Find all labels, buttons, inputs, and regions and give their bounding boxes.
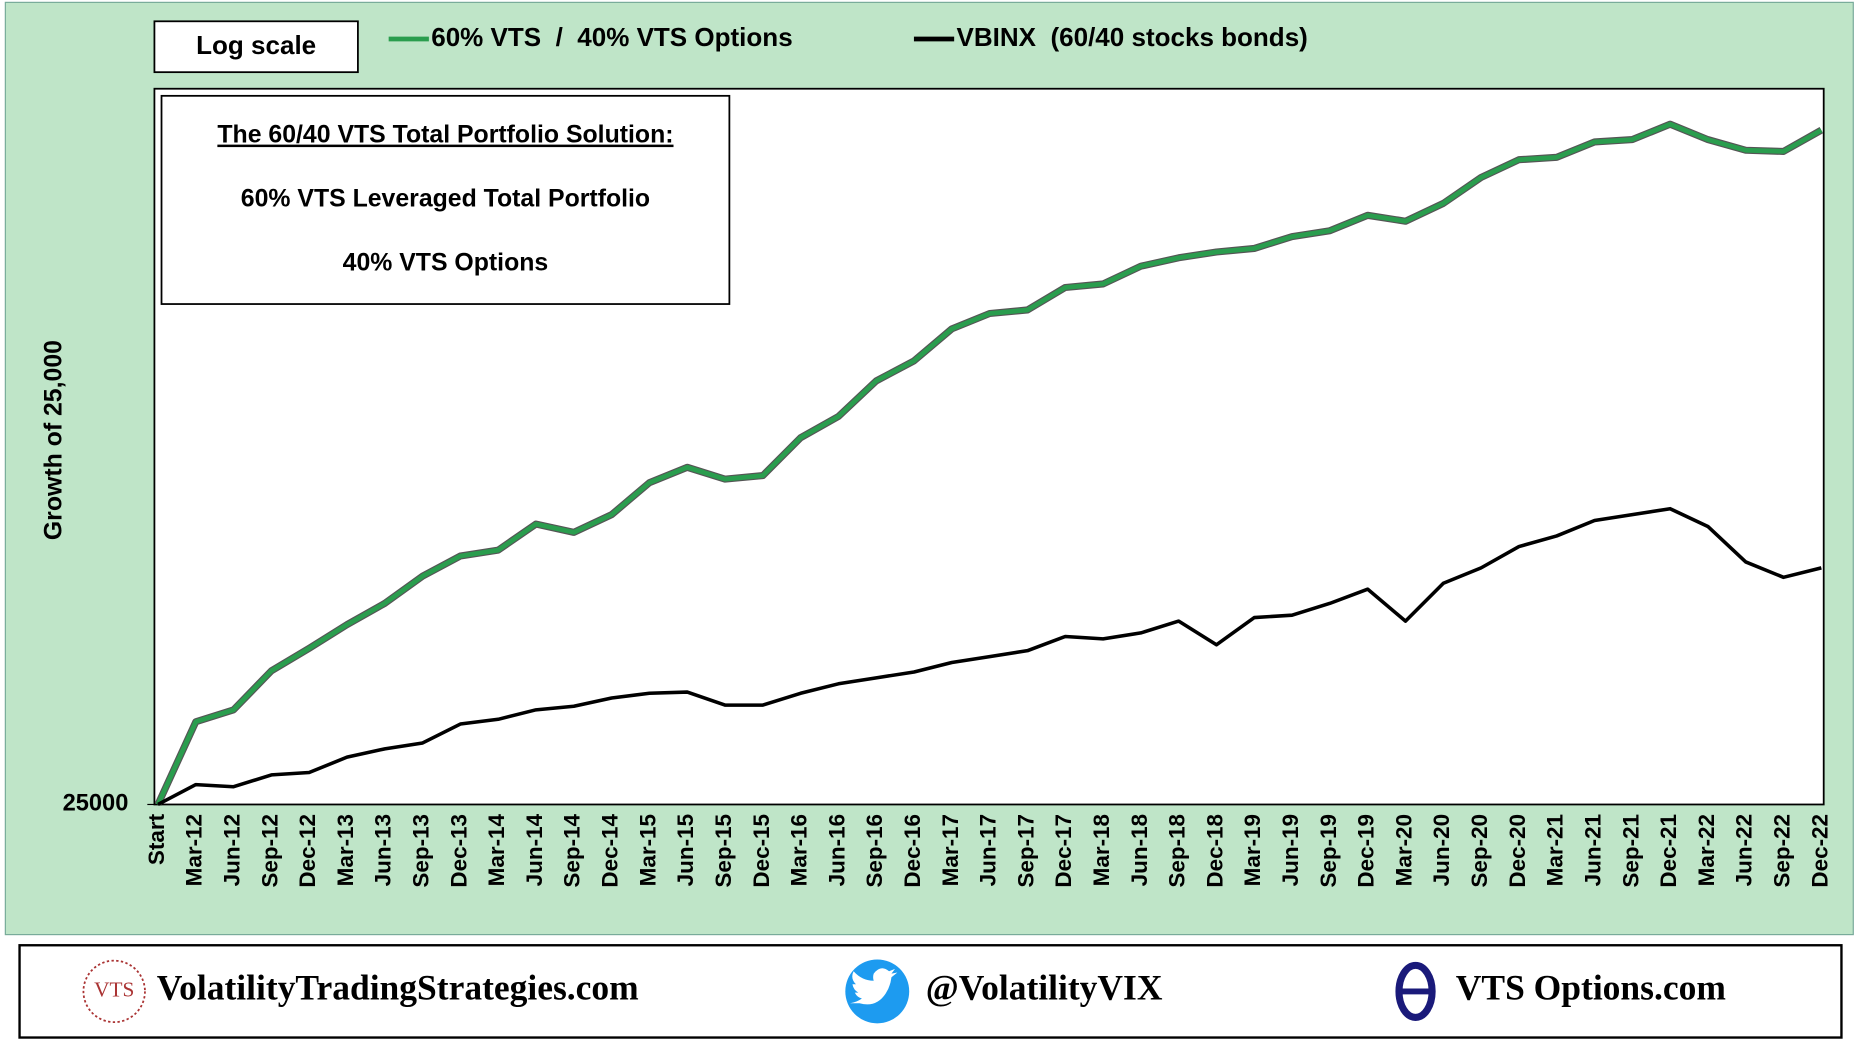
x-tick-label: Dec-20 [1505,814,1530,888]
twitter-bird [850,968,898,1005]
options-link[interactable]: VTS Options.com [1456,968,1726,1008]
x-tick-label: Jun-21 [1580,814,1605,886]
x-tick-label: Sep-12 [257,814,282,888]
x-tick-label: Sep-14 [560,813,585,887]
x-tick-label: Sep-19 [1316,814,1341,888]
legend-label: VBINX (60/40 stocks bonds) [957,22,1308,52]
x-tick-label: Jun-22 [1732,814,1757,886]
x-tick-label: Jun-15 [673,814,698,886]
x-tick-label: Jun-12 [220,814,245,886]
x-tick-label: Sep-18 [1165,814,1190,888]
x-tick-label: Mar-22 [1694,814,1719,886]
x-tick-label: Sep-22 [1769,814,1794,888]
x-tick-label: Jun-19 [1278,814,1303,886]
info-title: The 60/40 VTS Total Portfolio Solution: [217,122,673,149]
series-line [155,121,1823,806]
x-tick-label: Jun-13 [371,814,396,886]
x-tick-label: Sep-17 [1013,814,1038,888]
x-tick-label: Dec-12 [295,814,320,888]
annotation: Log scale [196,30,316,60]
x-tick-label: Jun-18 [1127,814,1152,886]
legend-label: 60% VTS / 40% VTS Options [431,22,792,52]
info-line: 40% VTS Options [343,249,549,276]
x-tick-label: Mar-13 [333,814,358,886]
x-tick-label: Dec-18 [1202,814,1227,888]
x-tick-label: Mar-20 [1391,814,1416,886]
x-tick-label: Jun-16 [824,814,849,886]
x-tick-label: Sep-13 [409,814,434,888]
x-tick-label: Sep-15 [711,814,736,888]
x-tick-label: Start [144,813,169,865]
x-tick-label: Mar-18 [1089,814,1114,886]
x-tick-label: Dec-19 [1354,814,1379,888]
x-tick-label: Jun-17 [976,814,1001,886]
logo-text: VTS [94,977,134,1001]
x-tick-label: Mar-21 [1543,814,1568,886]
annotation-box [153,20,359,74]
x-tick-label: Mar-15 [635,814,660,886]
x-tick-label: Mar-14 [484,813,509,886]
site-link[interactable]: VolatilityTradingStrategies.com [157,968,639,1008]
logo-circle [82,959,146,1024]
x-tick-label: Mar-16 [787,814,812,886]
info-box [160,94,731,305]
x-tick-label: Jun-14 [522,813,547,886]
x-tick-label: Dec-14 [598,813,623,887]
options-logo [1395,961,1436,1021]
info-line: 60% VTS Leveraged Total Portfolio [241,185,650,212]
x-tick-label: Jun-20 [1429,814,1454,886]
x-tick-label: Sep-20 [1467,814,1492,888]
series-line [157,506,1822,807]
x-tick-label: Dec-13 [446,814,471,888]
y-axis-label: Growth of 25,000 [41,340,68,540]
twitter-handle[interactable]: @VolatilityVIX [926,968,1163,1008]
x-tick-label: Sep-16 [862,814,887,888]
x-tick-label: Mar-12 [182,814,207,886]
x-tick-label: Dec-15 [749,814,774,888]
plot-area [153,87,1825,806]
x-tick-label: Mar-19 [1240,814,1265,886]
x-tick-label: Mar-17 [938,814,963,886]
y-tick-label: 25000 [63,791,129,817]
x-tick-label: Sep-21 [1618,814,1643,888]
x-tick-label: Dec-17 [1051,814,1076,888]
x-tick-label: Dec-21 [1656,814,1681,888]
x-tick-label: Dec-16 [900,814,925,888]
footer-box [18,944,1843,1039]
x-tick-label: Dec-22 [1807,814,1832,888]
